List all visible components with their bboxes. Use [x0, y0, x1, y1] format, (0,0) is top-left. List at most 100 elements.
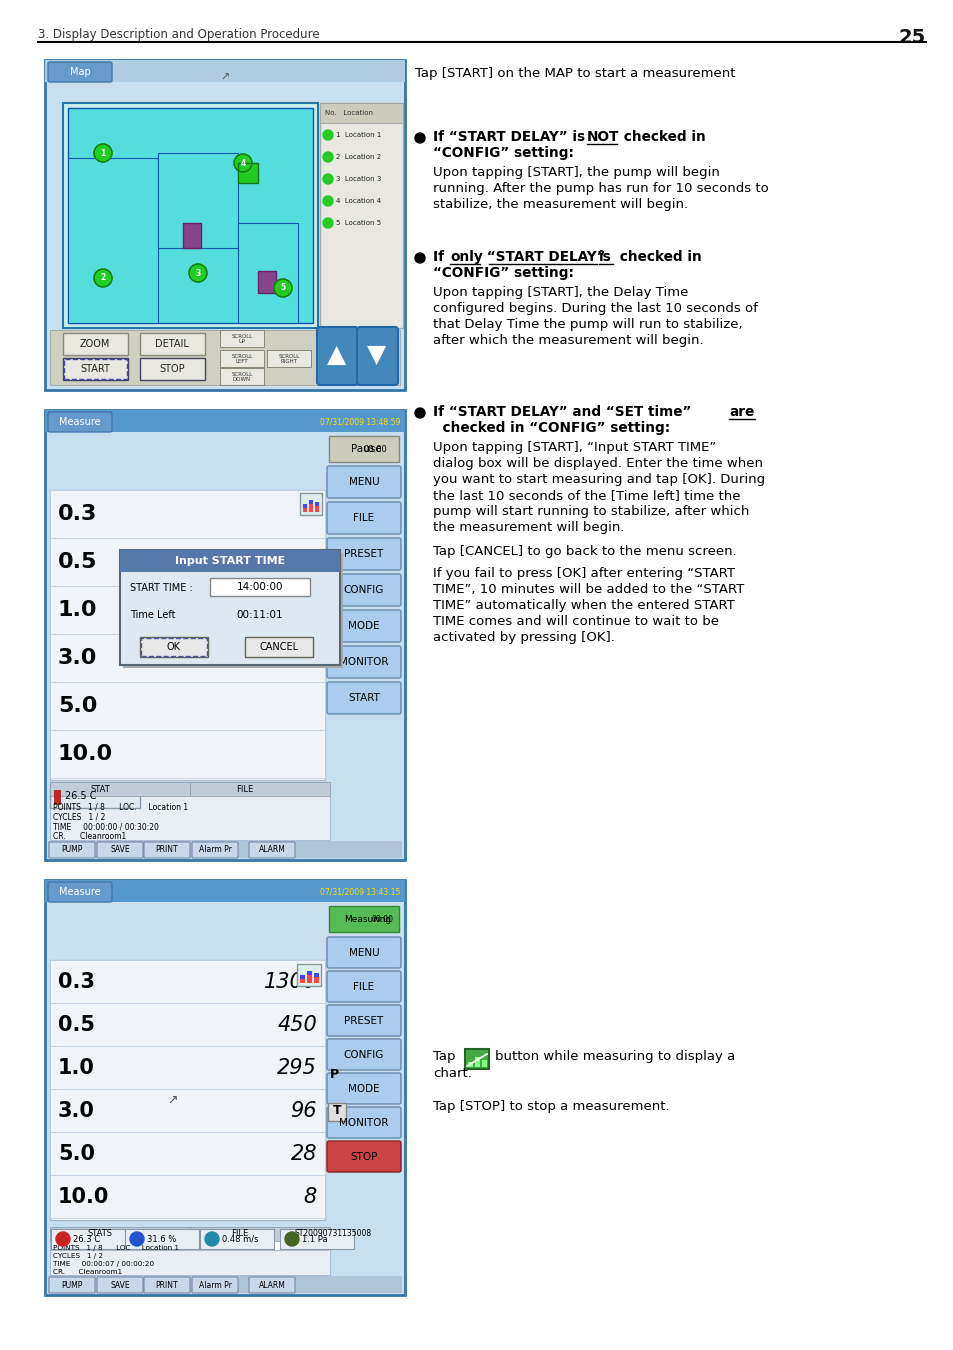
- Circle shape: [189, 265, 207, 282]
- Text: MENU: MENU: [349, 948, 379, 958]
- FancyBboxPatch shape: [327, 574, 400, 606]
- Bar: [125, 1228, 199, 1249]
- FancyBboxPatch shape: [48, 412, 112, 432]
- Text: NOT: NOT: [586, 130, 618, 144]
- Bar: [314, 973, 318, 977]
- Text: Input START TIME: Input START TIME: [174, 556, 285, 566]
- Text: 2: 2: [100, 274, 106, 282]
- Text: 1.0: 1.0: [58, 599, 97, 620]
- Text: “CONFIG” setting:: “CONFIG” setting:: [433, 266, 574, 279]
- Text: T: T: [333, 1104, 341, 1118]
- Text: button while measuring to display a: button while measuring to display a: [495, 1050, 735, 1062]
- Text: 295: 295: [277, 1058, 316, 1079]
- Text: “START DELAY”: “START DELAY”: [481, 250, 610, 265]
- Text: 3  Location 3: 3 Location 3: [335, 176, 381, 182]
- Text: PRINT: PRINT: [155, 845, 178, 855]
- Text: If “START DELAY” is: If “START DELAY” is: [433, 130, 589, 144]
- Bar: [329, 436, 398, 462]
- Text: 96: 96: [291, 1102, 316, 1120]
- FancyBboxPatch shape: [144, 1277, 190, 1293]
- FancyBboxPatch shape: [356, 327, 397, 385]
- Bar: [140, 333, 205, 355]
- Text: P: P: [330, 610, 338, 622]
- FancyBboxPatch shape: [48, 882, 112, 902]
- Bar: [319, 103, 402, 123]
- Text: SCROLL
UP: SCROLL UP: [232, 333, 253, 344]
- Text: P: P: [330, 1068, 338, 1081]
- Text: 5  Location 5: 5 Location 5: [335, 220, 381, 225]
- Text: is: is: [598, 250, 611, 265]
- Circle shape: [94, 144, 112, 162]
- Text: Measuring: Measuring: [344, 914, 391, 923]
- Circle shape: [323, 196, 333, 207]
- Text: the last 10 seconds of the [Time left] time the: the last 10 seconds of the [Time left] t…: [433, 489, 740, 502]
- Text: 0.3: 0.3: [58, 504, 97, 524]
- Bar: [68, 158, 158, 323]
- Bar: [299, 979, 305, 983]
- FancyBboxPatch shape: [327, 1004, 400, 1035]
- Bar: [200, 1228, 274, 1249]
- Bar: [314, 506, 318, 512]
- Circle shape: [323, 153, 333, 162]
- Bar: [257, 271, 275, 293]
- Circle shape: [56, 1233, 70, 1246]
- Circle shape: [415, 408, 424, 418]
- Bar: [63, 103, 317, 328]
- Bar: [50, 960, 325, 1220]
- FancyBboxPatch shape: [192, 842, 237, 859]
- Text: MODE: MODE: [348, 621, 379, 630]
- FancyBboxPatch shape: [144, 842, 190, 859]
- Bar: [50, 1174, 325, 1218]
- Text: SCROLL
LEFT: SCROLL LEFT: [232, 354, 253, 364]
- Text: 2  Location 2: 2 Location 2: [335, 154, 381, 161]
- Text: 4: 4: [240, 158, 245, 167]
- Text: Tap [CANCEL] to go back to the menu screen.: Tap [CANCEL] to go back to the menu scre…: [433, 545, 736, 558]
- Text: FILE: FILE: [353, 513, 375, 522]
- Text: ▼: ▼: [367, 343, 386, 367]
- Bar: [50, 586, 325, 634]
- Bar: [190, 1227, 330, 1241]
- Text: PUMP: PUMP: [61, 845, 83, 855]
- Text: CONFIG: CONFIG: [343, 585, 384, 595]
- Bar: [48, 841, 401, 859]
- Bar: [51, 1228, 125, 1249]
- Bar: [50, 782, 330, 840]
- Bar: [50, 1228, 328, 1250]
- Bar: [299, 975, 305, 979]
- Circle shape: [205, 1233, 219, 1246]
- Text: 10.0: 10.0: [58, 744, 113, 764]
- Text: STAT: STAT: [90, 784, 110, 794]
- Text: PRINT: PRINT: [155, 1281, 178, 1289]
- Text: Tap [START] on the MAP to start a measurement: Tap [START] on the MAP to start a measur…: [415, 68, 735, 80]
- Text: Upon tapping [START], the pump will begin: Upon tapping [START], the pump will begi…: [433, 166, 720, 180]
- Text: 3.0: 3.0: [58, 648, 97, 668]
- Bar: [45, 59, 405, 390]
- Circle shape: [274, 279, 292, 297]
- Bar: [50, 1003, 325, 1046]
- Text: 14:00:00: 14:00:00: [236, 582, 283, 593]
- FancyBboxPatch shape: [327, 1040, 400, 1071]
- Text: are: are: [728, 405, 754, 418]
- Text: after which the measurement will begin.: after which the measurement will begin.: [433, 333, 703, 347]
- FancyBboxPatch shape: [249, 1277, 294, 1293]
- Bar: [210, 578, 310, 595]
- Bar: [63, 358, 128, 379]
- FancyBboxPatch shape: [327, 1141, 400, 1172]
- Bar: [329, 906, 398, 931]
- FancyBboxPatch shape: [48, 62, 112, 82]
- Bar: [120, 549, 339, 666]
- Bar: [140, 358, 205, 379]
- Bar: [314, 977, 318, 983]
- Text: SCROLL
RIGHT: SCROLL RIGHT: [278, 354, 299, 364]
- Bar: [309, 504, 313, 512]
- Bar: [50, 1046, 325, 1089]
- Text: 3.0: 3.0: [58, 1102, 94, 1120]
- Text: TIME comes and will continue to wait to be: TIME comes and will continue to wait to …: [433, 616, 719, 628]
- Bar: [220, 329, 264, 347]
- FancyBboxPatch shape: [327, 1073, 400, 1104]
- FancyBboxPatch shape: [97, 1277, 143, 1293]
- Bar: [50, 682, 325, 730]
- Text: Upon tapping [START], “Input START TIME”: Upon tapping [START], “Input START TIME”: [433, 441, 716, 454]
- Text: PUMP: PUMP: [61, 1281, 83, 1289]
- Text: 00:11:01: 00:11:01: [236, 610, 283, 620]
